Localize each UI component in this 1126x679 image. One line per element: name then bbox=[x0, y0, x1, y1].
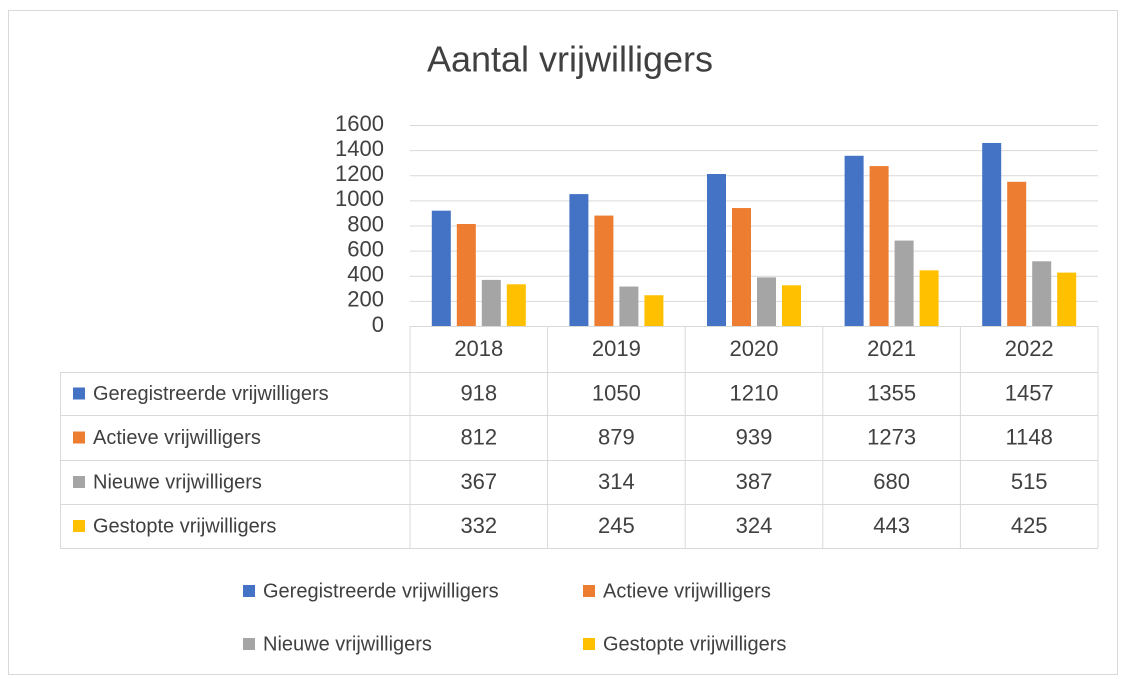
table-cell: 1210 bbox=[730, 380, 779, 405]
y-tick-label: 400 bbox=[347, 262, 384, 287]
y-tick-label: 200 bbox=[347, 287, 384, 312]
table-cell: 1273 bbox=[867, 424, 916, 449]
y-tick-label: 1000 bbox=[335, 186, 384, 211]
chart-border bbox=[8, 10, 1118, 675]
bar bbox=[919, 270, 939, 326]
x-tick-label: 2019 bbox=[592, 336, 641, 361]
table-legend-swatch bbox=[73, 476, 85, 488]
bar bbox=[982, 142, 1002, 326]
x-tick-label: 2018 bbox=[454, 336, 503, 361]
table-cell: 324 bbox=[736, 513, 773, 538]
bar bbox=[481, 279, 501, 326]
table-row-label: Actieve vrijwilligers bbox=[93, 427, 261, 449]
table-cell: 1355 bbox=[867, 380, 916, 405]
table-cell: 939 bbox=[736, 424, 773, 449]
table-row-label: Nieuwe vrijwilligers bbox=[93, 471, 262, 493]
legend-swatch bbox=[583, 638, 595, 650]
table-cell: 314 bbox=[598, 469, 635, 494]
bar bbox=[431, 210, 451, 326]
bar bbox=[569, 194, 589, 326]
legend-label: Actieve vrijwilligers bbox=[603, 580, 771, 602]
table-cell: 387 bbox=[736, 469, 773, 494]
bar bbox=[782, 285, 801, 326]
y-tick-label: 1600 bbox=[335, 111, 384, 136]
chart-title: Aantal vrijwilligers bbox=[427, 39, 713, 80]
table-legend-swatch bbox=[73, 431, 85, 444]
bar bbox=[506, 284, 526, 326]
bar bbox=[1007, 181, 1027, 326]
bar bbox=[869, 166, 889, 326]
legend-swatch bbox=[583, 585, 595, 597]
table-cell: 918 bbox=[460, 380, 497, 405]
legend-swatch bbox=[243, 638, 255, 650]
x-tick-label: 2020 bbox=[730, 336, 779, 361]
table-cell: 680 bbox=[873, 469, 910, 494]
bar bbox=[844, 155, 864, 326]
x-tick-label: 2021 bbox=[867, 336, 916, 361]
bar bbox=[456, 223, 476, 326]
y-tick-label: 800 bbox=[347, 211, 384, 236]
bar bbox=[644, 295, 664, 326]
legend-label: Gestopte vrijwilligers bbox=[603, 633, 786, 655]
table-cell: 425 bbox=[1011, 513, 1048, 538]
y-tick-label: 0 bbox=[372, 312, 384, 337]
table-cell: 1050 bbox=[592, 380, 641, 405]
table-cell: 1457 bbox=[1005, 380, 1054, 405]
bar bbox=[894, 240, 914, 326]
table-cell: 367 bbox=[460, 469, 497, 494]
bar bbox=[757, 277, 776, 326]
y-tick-label: 600 bbox=[347, 236, 384, 261]
bar bbox=[1032, 261, 1052, 326]
bar bbox=[732, 208, 751, 326]
bar bbox=[1057, 272, 1077, 326]
table-cell: 1148 bbox=[1006, 424, 1053, 449]
table-row-label: Geregistreerde vrijwilligers bbox=[93, 383, 329, 405]
legend-label: Geregistreerde vrijwilligers bbox=[263, 580, 499, 602]
table-cell: 879 bbox=[598, 424, 635, 449]
bar bbox=[594, 215, 614, 326]
legend-label: Nieuwe vrijwilligers bbox=[263, 633, 432, 655]
bar bbox=[619, 286, 639, 326]
table-cell: 332 bbox=[460, 513, 497, 538]
table-row-label: Gestopte vrijwilligers bbox=[93, 515, 276, 537]
table-legend-swatch bbox=[73, 387, 85, 400]
x-tick-label: 2022 bbox=[1005, 336, 1054, 361]
table-cell: 515 bbox=[1011, 469, 1048, 494]
legend-swatch bbox=[243, 585, 255, 597]
y-tick-label: 1400 bbox=[335, 136, 384, 161]
table-cell: 443 bbox=[873, 513, 910, 538]
table-cell: 245 bbox=[598, 513, 635, 538]
bar bbox=[707, 173, 726, 326]
table-legend-swatch bbox=[73, 520, 85, 532]
table-cell: 812 bbox=[460, 424, 497, 449]
y-tick-label: 1200 bbox=[335, 161, 384, 186]
